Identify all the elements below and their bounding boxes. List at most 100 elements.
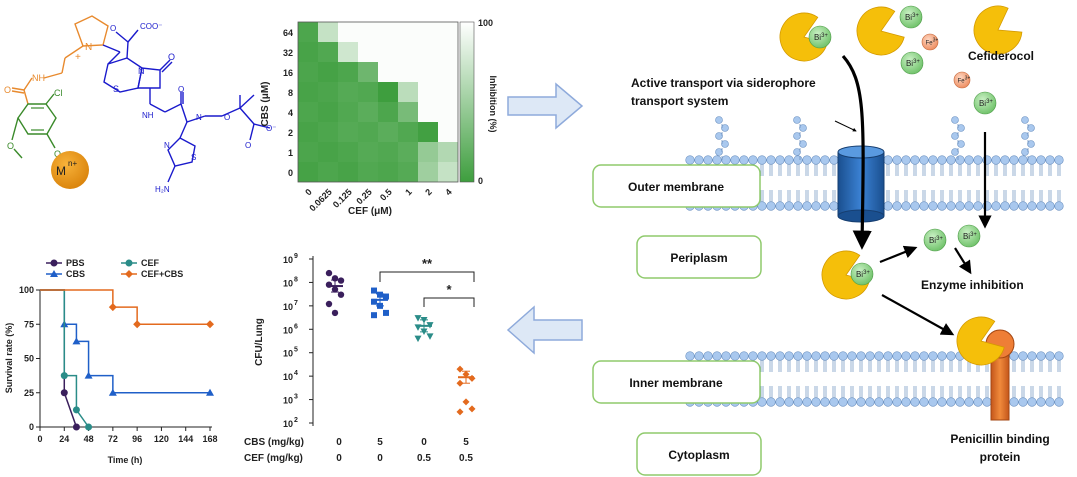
outer-membrane-box: [592, 164, 761, 208]
lipid-head: [1045, 351, 1055, 361]
outer-membrane-label: Outer membrane: [628, 180, 724, 194]
lipid-head: [829, 397, 839, 407]
heatmap-xtick: 4: [443, 187, 454, 198]
cfu-ytick: 10: [283, 302, 293, 312]
lipid-head: [766, 201, 776, 211]
survival-point: [84, 371, 93, 379]
cfu-point: [468, 405, 476, 413]
heatmap-cell: [318, 42, 338, 62]
periplasm-label: Periplasm: [670, 251, 727, 265]
inner-membrane-label: Inner membrane: [629, 376, 723, 390]
lipid-head: [757, 201, 767, 211]
survival-point: [108, 388, 117, 396]
lipid-head: [847, 351, 857, 361]
lipid-head: [928, 201, 938, 211]
heatmap-frame: [297, 21, 459, 183]
heatmap-cell: [418, 162, 438, 182]
cbs-dose-label: CBS (mg/kg): [244, 437, 304, 448]
survival-point: [50, 270, 58, 277]
transport-arrow: [841, 54, 872, 250]
inner-membrane-bilayer: [685, 351, 1064, 407]
heatmap-cell: [438, 62, 458, 82]
lipid-head: [901, 155, 911, 165]
heatmap-ytick: 2: [288, 128, 293, 138]
heatmap-cell: [358, 42, 378, 62]
lipid-head: [802, 155, 812, 165]
to-enzyme-arrow-1: [879, 245, 918, 264]
lps-unit: [793, 116, 801, 124]
cfu-point: [414, 315, 422, 322]
lipid-head: [820, 397, 830, 407]
survival-point: [50, 259, 58, 267]
lipid-head: [712, 351, 722, 361]
heatmap-cell: [378, 142, 398, 162]
lipid-head: [1036, 155, 1046, 165]
cefiderocol-molecule: [973, 5, 1023, 55]
cfu-point: [371, 287, 377, 294]
bi-ion: [899, 5, 923, 29]
heatmap-cell: [418, 42, 438, 62]
lps-unit: [715, 132, 723, 140]
heatmap-cell: [298, 22, 318, 42]
survival-ytick: 0: [29, 422, 34, 432]
amide-o-label: O: [4, 85, 11, 95]
lipid-head: [946, 155, 956, 165]
cytoplasm-label: Cytoplasm: [668, 448, 729, 462]
cef-dose-value: 0.5: [417, 453, 431, 464]
heatmap-cell: [418, 82, 438, 102]
metal-ion: [51, 151, 89, 189]
heatmap-xtick: 0.0625: [307, 187, 334, 214]
cfu-point: [462, 398, 470, 406]
lipid-head: [973, 397, 983, 407]
lipid-head: [946, 351, 956, 361]
lipid-head: [784, 201, 794, 211]
cfu-ytick-exp: 5: [294, 347, 298, 354]
heatmap-xtick: 0: [303, 187, 314, 198]
lipid-head: [1054, 397, 1064, 407]
survival-ytick: 100: [19, 285, 34, 295]
thiazole-n-label: N: [164, 141, 170, 150]
lipid-head: [928, 351, 938, 361]
cef-dose-label: CEF (mg/kg): [244, 453, 303, 464]
lipid-head: [793, 155, 803, 165]
lipid-head: [1036, 201, 1046, 211]
survival-point: [72, 406, 80, 414]
survival-point: [60, 389, 68, 397]
survival-point: [60, 372, 68, 380]
cfu-point: [371, 312, 377, 319]
lps-unit: [1027, 124, 1035, 132]
heatmap-cell: [398, 82, 418, 102]
nh-right-label: NH: [142, 111, 154, 120]
lipid-head: [964, 155, 974, 165]
heatmap-cell: [398, 42, 418, 62]
lps-unit: [1021, 116, 1029, 124]
fe-ion: [921, 33, 939, 51]
survival-ylabel: Survival rate (%): [4, 323, 14, 394]
lipid-head: [910, 397, 920, 407]
metal-label: M: [56, 164, 66, 178]
lipid-head: [892, 351, 902, 361]
lipid-head: [982, 397, 992, 407]
lipid-head: [757, 351, 767, 361]
lipid-head: [721, 351, 731, 361]
cbs-dose-value: 0: [421, 437, 427, 448]
heatmap-ytick: 0: [288, 168, 293, 178]
survival-line-pbs: [40, 289, 78, 428]
survival-chart: 0 25 50 75 100 0 24 48 72 96 120 144 168 Survival r…: [4, 258, 218, 465]
lipid-head: [1018, 397, 1028, 407]
heatmap-cell: [358, 162, 378, 182]
lipid-head: [694, 351, 704, 361]
lipid-head: [919, 351, 929, 361]
sig-label-2: *: [446, 282, 452, 297]
lipid-head: [955, 155, 965, 165]
cfu-point: [468, 374, 476, 382]
lipid-head: [946, 201, 956, 211]
cfu-point: [426, 333, 434, 340]
sig-label-1: **: [422, 256, 433, 271]
lps-chains: [715, 116, 1035, 160]
cbs-dose-value: 0: [336, 437, 342, 448]
cfu-ytick-exp: 2: [294, 417, 298, 424]
heatmap-cell: [358, 62, 378, 82]
oxime-n-label: N: [196, 113, 202, 122]
lps-unit: [799, 124, 807, 132]
